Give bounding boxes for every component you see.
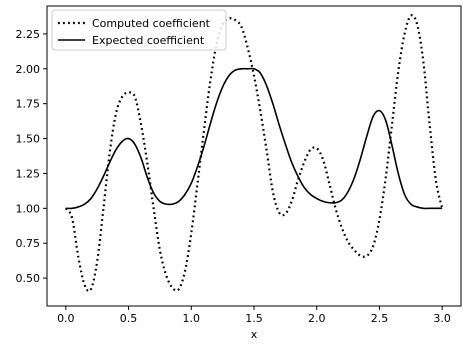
y-tick-label: 2.25 [16, 28, 41, 41]
y-axis: 0.50 0.75 1.00 1.25 1.50 1.75 2.00 2.25 [16, 28, 47, 285]
plot-area [46, 5, 462, 307]
x-axis-label: x [251, 328, 258, 341]
x-tick-label: 0.0 [57, 312, 75, 325]
legend-label-expected: Expected coefficient [92, 34, 205, 47]
x-tick-label: 2.5 [371, 312, 389, 325]
y-tick-label: 1.00 [16, 202, 41, 215]
y-tick-label: 0.75 [16, 237, 41, 250]
y-tick-label: 2.00 [16, 63, 41, 76]
x-tick-label: 1.0 [183, 312, 201, 325]
series-line-expected [65, 67, 443, 210]
x-axis: 0.0 0.5 1.0 1.5 2.0 2.5 3.0 [57, 306, 451, 325]
y-tick-label: 1.25 [16, 167, 41, 180]
x-tick-label: 2.0 [308, 312, 326, 325]
y-tick-label: 1.50 [16, 133, 41, 146]
plot-frame [46, 5, 462, 307]
series-layer [64, 14, 444, 293]
y-tick-label: 1.75 [16, 98, 41, 111]
x-tick-label: 3.0 [433, 312, 451, 325]
series-line-computed [64, 14, 444, 293]
x-tick-label: 1.5 [245, 312, 263, 325]
x-tick-label: 0.5 [120, 312, 138, 325]
legend-box [51, 9, 227, 51]
legend-label-computed: Computed coefficient [92, 17, 211, 30]
legend: Computed coefficient Expected coefficien… [51, 9, 227, 51]
y-tick-label: 0.50 [16, 272, 41, 285]
